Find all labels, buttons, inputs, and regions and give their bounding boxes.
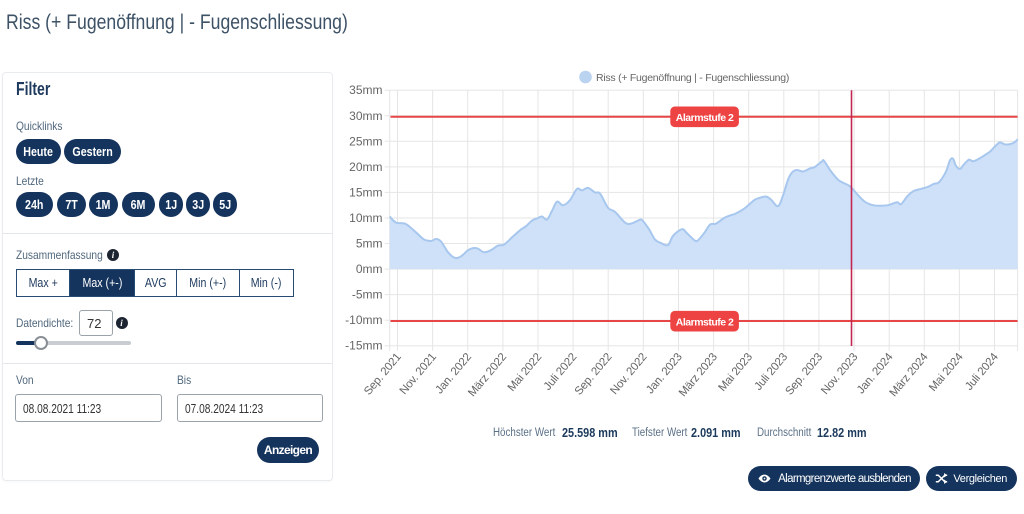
svg-text:Sep. 2021: Sep. 2021: [362, 351, 404, 398]
svg-text:20mm: 20mm: [349, 160, 382, 174]
svg-text:Juli 2023: Juli 2023: [752, 351, 790, 393]
svg-text:30mm: 30mm: [349, 109, 382, 123]
svg-text:15mm: 15mm: [349, 185, 382, 199]
svg-text:Nov. 2021: Nov. 2021: [398, 351, 439, 397]
svg-text:25mm: 25mm: [349, 134, 382, 148]
svg-text:Nov. 2023: Nov. 2023: [819, 351, 860, 397]
svg-text:35mm: 35mm: [349, 83, 382, 97]
svg-text:Riss (+ Fugenöffnung | - Fugen: Riss (+ Fugenöffnung | - Fugenschliessun…: [596, 72, 789, 84]
svg-text:Nov. 2022: Nov. 2022: [608, 351, 649, 397]
svg-text:5mm: 5mm: [356, 237, 383, 251]
svg-text:-15mm: -15mm: [345, 339, 382, 353]
svg-text:-10mm: -10mm: [345, 313, 382, 327]
svg-text:Sep. 2023: Sep. 2023: [783, 351, 825, 398]
svg-text:Juli 2022: Juli 2022: [542, 351, 580, 393]
svg-text:-5mm: -5mm: [352, 288, 383, 302]
svg-text:Sep. 2022: Sep. 2022: [573, 351, 615, 398]
svg-text:10mm: 10mm: [349, 211, 382, 225]
svg-text:Alarmstufe 2: Alarmstufe 2: [676, 112, 734, 124]
svg-text:Mai 2022: Mai 2022: [506, 351, 545, 394]
svg-text:0mm: 0mm: [356, 262, 383, 276]
svg-text:Mai 2023: Mai 2023: [716, 351, 755, 394]
svg-text:Mai 2024: Mai 2024: [927, 351, 966, 394]
svg-text:Juli 2024: Juli 2024: [963, 351, 1001, 393]
svg-text:Alarmstufe 2: Alarmstufe 2: [676, 317, 734, 329]
